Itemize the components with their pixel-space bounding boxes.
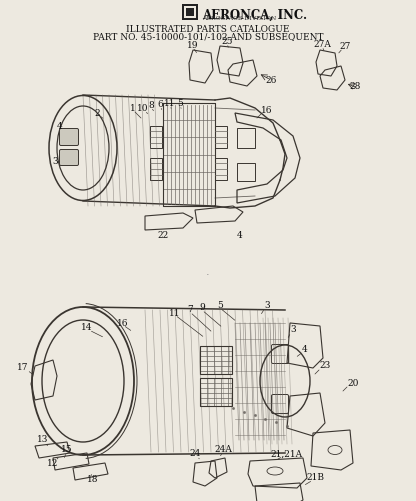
Text: 21,21A: 21,21A (271, 449, 303, 458)
Text: 15: 15 (61, 445, 73, 454)
Bar (182, 4, 198, 20)
Text: 21B: 21B (306, 473, 324, 482)
Text: 22: 22 (157, 230, 168, 239)
Text: 27: 27 (339, 42, 351, 51)
Text: 11: 11 (164, 99, 176, 108)
Bar (200, 346, 232, 374)
Text: 17: 17 (17, 364, 29, 373)
Text: ·: · (206, 270, 210, 280)
Text: 8: 8 (148, 101, 154, 110)
Text: 23: 23 (319, 362, 331, 371)
Text: 27A: 27A (313, 40, 331, 49)
Text: 3: 3 (290, 326, 296, 335)
Text: 13: 13 (37, 435, 49, 444)
Text: 4: 4 (302, 346, 308, 355)
Bar (186, 8, 194, 16)
Text: 24: 24 (189, 449, 201, 458)
Bar (215, 158, 227, 180)
Text: 16: 16 (117, 319, 129, 328)
Text: 6: 6 (157, 100, 163, 109)
Text: 1: 1 (130, 104, 136, 113)
Text: 10: 10 (137, 104, 149, 113)
Text: 24A: 24A (214, 445, 232, 454)
Text: 26: 26 (265, 76, 277, 85)
Text: 28: 28 (349, 82, 361, 91)
Text: 4: 4 (237, 231, 243, 240)
Text: 5: 5 (217, 302, 223, 311)
Bar (150, 126, 162, 148)
Text: 7: 7 (187, 306, 193, 315)
Text: PART NO. 45-10000-101/-102 AND SUBSEQUENT: PART NO. 45-10000-101/-102 AND SUBSEQUEN… (93, 32, 323, 41)
Bar (237, 128, 255, 148)
Bar (150, 158, 162, 180)
Bar (237, 163, 255, 181)
Text: 14: 14 (81, 324, 93, 333)
Text: 12: 12 (47, 458, 59, 467)
Text: 18: 18 (87, 475, 99, 484)
Text: 16: 16 (261, 106, 273, 115)
Text: 20: 20 (347, 378, 359, 387)
Text: AERONCA, INC.: AERONCA, INC. (202, 9, 307, 22)
Text: 5: 5 (177, 99, 183, 108)
Text: 9: 9 (199, 304, 205, 313)
Text: 2: 2 (94, 109, 100, 118)
Text: 3: 3 (52, 157, 58, 166)
Text: ILLUSTRATED PARTS CATALOGUE: ILLUSTRATED PARTS CATALOGUE (126, 25, 290, 34)
Text: 4: 4 (57, 122, 63, 130)
Bar (200, 378, 232, 406)
FancyBboxPatch shape (59, 128, 79, 145)
Bar (184, 6, 196, 18)
FancyBboxPatch shape (59, 149, 79, 165)
Text: 3: 3 (264, 302, 270, 311)
Text: 25: 25 (221, 37, 233, 46)
Text: 19: 19 (187, 41, 199, 50)
Text: 11: 11 (169, 309, 181, 318)
Text: AEROSPACE DIVISION: AEROSPACE DIVISION (202, 16, 276, 21)
Bar (215, 126, 227, 148)
